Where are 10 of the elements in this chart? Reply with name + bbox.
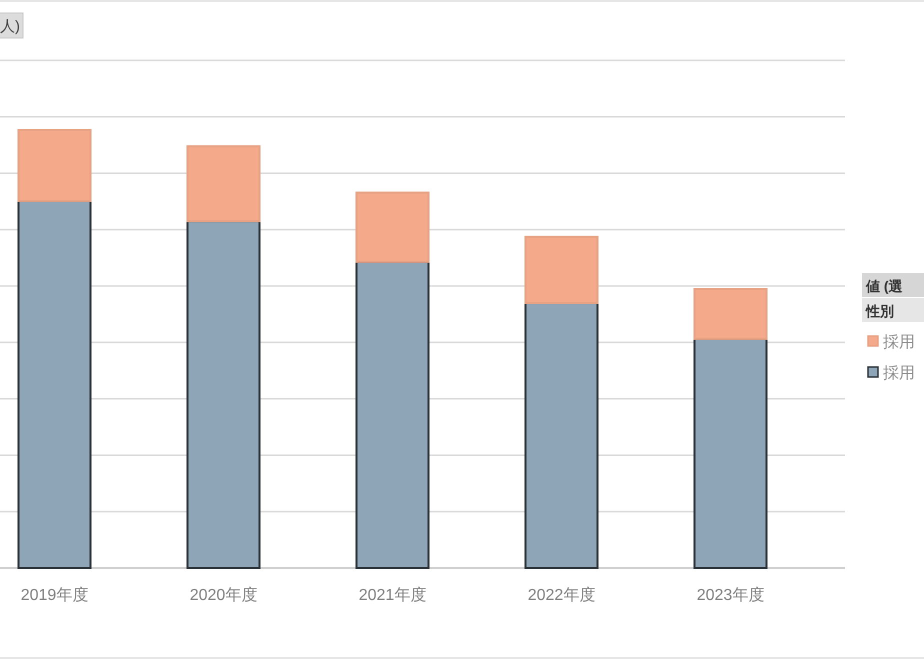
x-tick-label: 2021年度 — [358, 586, 426, 604]
legend-label: 採用 — [883, 334, 915, 351]
x-tick-label: 2023年度 — [696, 586, 764, 604]
text: 性別 — [865, 303, 894, 319]
x-tick-label: 2019年度 — [20, 586, 88, 604]
x-tick-label: 2022年度 — [528, 586, 596, 604]
legend-title: 値 (選 — [865, 278, 904, 294]
x-tick-label: 2020年度 — [190, 586, 258, 604]
legend-label: 採用 — [883, 365, 915, 382]
chart-title: 人) — [0, 18, 20, 35]
